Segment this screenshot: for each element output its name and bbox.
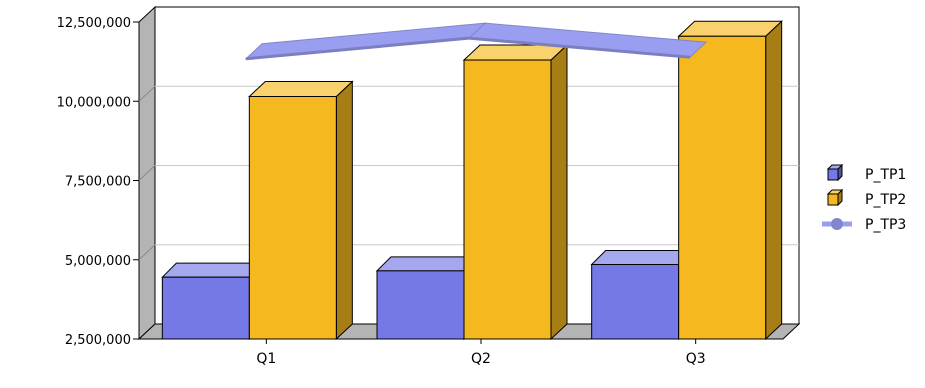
gridline-side: [138, 244, 156, 261]
legend-swatch: [827, 168, 839, 181]
gridline-side: [138, 165, 156, 181]
x-axis: Q1 Q2 Q3: [256, 339, 706, 367]
line-P_TP3: [244, 22, 708, 61]
x-tick-label: Q3: [686, 351, 706, 367]
legend: P_TP1 P_TP2 P_TP3: [822, 163, 906, 233]
y-tick-label: 5,000,000: [65, 254, 131, 269]
bars: [161, 20, 783, 341]
y-tick-label: 2,500,000: [65, 333, 131, 348]
bar-front: [678, 35, 767, 340]
bar-P_TP1-Q1: [161, 261, 265, 341]
bar-top: [590, 250, 694, 266]
legend-label: P_TP2: [865, 192, 906, 208]
legend-item-P_TP2: P_TP2: [826, 188, 906, 208]
bar-P_TP1-Q3: [590, 249, 694, 341]
legend-swatch: [827, 193, 839, 206]
x-tick-label: Q1: [256, 351, 276, 367]
legend-item-P_TP3: P_TP3: [822, 217, 906, 233]
legend-label: P_TP3: [865, 217, 906, 233]
y-tick-label: 10,000,000: [57, 95, 131, 110]
line-edge: [468, 36, 691, 59]
bar-P_TP2-Q1: [248, 80, 354, 341]
legend-swatch-marker: [831, 218, 843, 230]
bar-top: [248, 80, 354, 97]
bar-top: [161, 262, 265, 278]
bar-side: [335, 80, 353, 341]
y-tick-label: 7,500,000: [65, 175, 131, 190]
bar-top: [375, 256, 480, 272]
gridline-side: [138, 85, 156, 102]
bar-side: [765, 20, 783, 341]
line-series: [244, 22, 708, 61]
bar-side: [550, 43, 568, 341]
y-axis: 2,500,000 5,000,000 7,500,000 10,000,000 12,…: [57, 16, 139, 348]
x-tick-label: Q2: [471, 351, 491, 367]
bar-front: [161, 276, 250, 340]
bar-P_TP2-Q3: [677, 20, 783, 341]
bar-front: [591, 264, 680, 340]
bar-front: [248, 95, 337, 340]
bar-P_TP2-Q2: [462, 43, 569, 341]
y-tick-label: 12,500,000: [57, 16, 131, 31]
legend-label: P_TP1: [865, 167, 906, 183]
bar-top: [462, 44, 569, 61]
bar-top: [677, 20, 783, 37]
legend-item-P_TP1: P_TP1: [826, 163, 906, 183]
bar-P_TP1-Q2: [375, 255, 480, 341]
line-edge: [245, 36, 470, 61]
bar-front: [463, 59, 552, 340]
bar-front: [376, 270, 465, 340]
